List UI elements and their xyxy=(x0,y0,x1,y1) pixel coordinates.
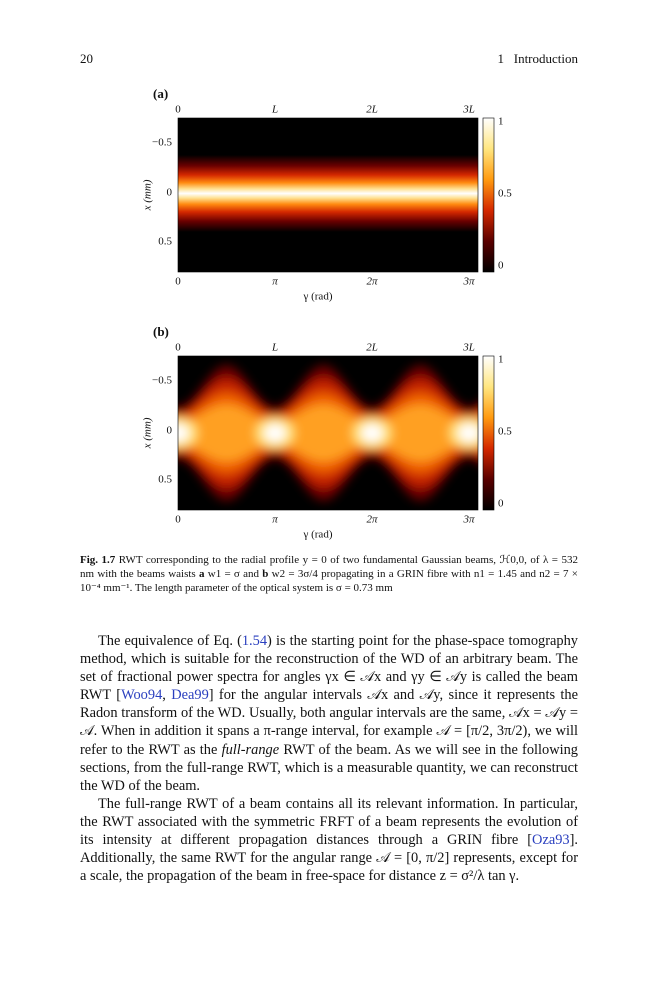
y-tick-label: −0.5 xyxy=(152,137,172,149)
bottom-tick-label: 0 xyxy=(175,276,181,288)
figure-caption: Fig. 1.7 RWT corresponding to the radial… xyxy=(80,553,578,595)
hot-spot xyxy=(264,424,286,442)
colorbar-tick-label: 0.5 xyxy=(498,426,512,438)
link[interactable]: Dea99 xyxy=(171,687,209,704)
bottom-tick-label: 2π xyxy=(366,276,378,288)
colorbar-tick-label: 1 xyxy=(498,354,504,366)
hot-spot xyxy=(361,424,383,442)
text: ) is the starting point for the phase-sp… xyxy=(80,633,578,704)
running-head: 1 Introduction xyxy=(497,51,578,66)
top-tick-label: L xyxy=(271,104,278,116)
bottom-tick-label: 2π xyxy=(366,514,378,526)
caption-text: RWT corresponding to the radial profile … xyxy=(80,554,578,580)
caption-text: w2 = 3σ/4 propagating in a GRIN fibre wi… xyxy=(80,568,578,594)
bottom-tick-label: 3π xyxy=(462,514,475,526)
bottom-tick-label: 0 xyxy=(175,514,181,526)
x-axis-label: γ (rad) xyxy=(303,291,333,303)
colorbar-tick-label: 0 xyxy=(498,260,504,272)
y-tick-label: 0 xyxy=(167,187,173,199)
link[interactable]: 1.54 xyxy=(241,633,268,649)
y-tick-label: −0.5 xyxy=(152,375,172,387)
top-tick-label: 3L xyxy=(462,342,475,354)
caption-text: w1 = σ and xyxy=(204,568,263,580)
frame xyxy=(177,117,479,273)
caption-text: a xyxy=(198,568,205,580)
top-tick-label: 0 xyxy=(175,342,181,354)
frame xyxy=(177,355,479,511)
x-axis-label: γ (rad) xyxy=(303,529,333,540)
colorbar-tick-label: 1 xyxy=(498,116,504,128)
text: The full-range RWT of a beam contains al… xyxy=(80,796,578,849)
text: ] for the angular intervals 𝒜x and 𝒜y, s… xyxy=(80,687,578,758)
link[interactable]: Oza93 xyxy=(532,832,570,849)
y-tick-label: 0 xyxy=(167,425,173,437)
y-axis-label: x (mm) xyxy=(142,179,154,211)
top-tick-label: L xyxy=(271,342,278,354)
y-tick-label: 0.5 xyxy=(158,236,172,248)
colorbar-tick-label: 0 xyxy=(498,498,504,510)
panel-label: (b) xyxy=(153,324,169,339)
paragraph: The full-range RWT of a beam contains al… xyxy=(80,795,578,885)
heatmap-glow xyxy=(178,365,478,501)
top-tick-label: 2L xyxy=(366,342,378,354)
top-tick-label: 0 xyxy=(175,104,181,116)
paragraph: The equivalence of Eq. (1.54) is the sta… xyxy=(80,632,578,795)
top-tick-label: 3L xyxy=(462,104,475,116)
y-tick-label: 0.5 xyxy=(158,474,172,486)
text: , xyxy=(162,687,172,704)
hot-spot xyxy=(458,424,478,442)
y-axis-label: x (mm) xyxy=(142,417,154,449)
caption-label: Fig. 1.7 xyxy=(80,554,116,566)
link[interactable]: Woo94 xyxy=(121,687,163,704)
hot-spot xyxy=(178,424,189,442)
beam-envelope xyxy=(178,404,478,462)
caption-text: b xyxy=(262,568,269,580)
panel-label: (a) xyxy=(153,86,168,101)
bottom-tick-label: π xyxy=(272,514,278,526)
heatmap xyxy=(178,365,478,501)
text: full-range xyxy=(221,741,280,758)
colorbar-tick-label: 0.5 xyxy=(498,188,512,200)
bottom-tick-label: 3π xyxy=(462,276,475,288)
heatmap xyxy=(178,118,478,272)
text: The equivalence of Eq. ( xyxy=(98,633,242,649)
colorbar xyxy=(482,117,495,273)
bottom-tick-label: π xyxy=(272,276,278,288)
colorbar xyxy=(482,355,495,511)
text: RWT of the beam. As we will see in the f… xyxy=(80,741,578,794)
top-tick-label: 2L xyxy=(366,104,378,116)
page-number: 20 xyxy=(80,51,93,66)
figure: (a) 0 L 2L 3L 0 π 2π 3π γ (rad) −0.5 0 0.5 x (mm) 1 0.5… xyxy=(142,86,513,540)
text: ]. Additionally, the same RWT for the an… xyxy=(80,832,578,885)
